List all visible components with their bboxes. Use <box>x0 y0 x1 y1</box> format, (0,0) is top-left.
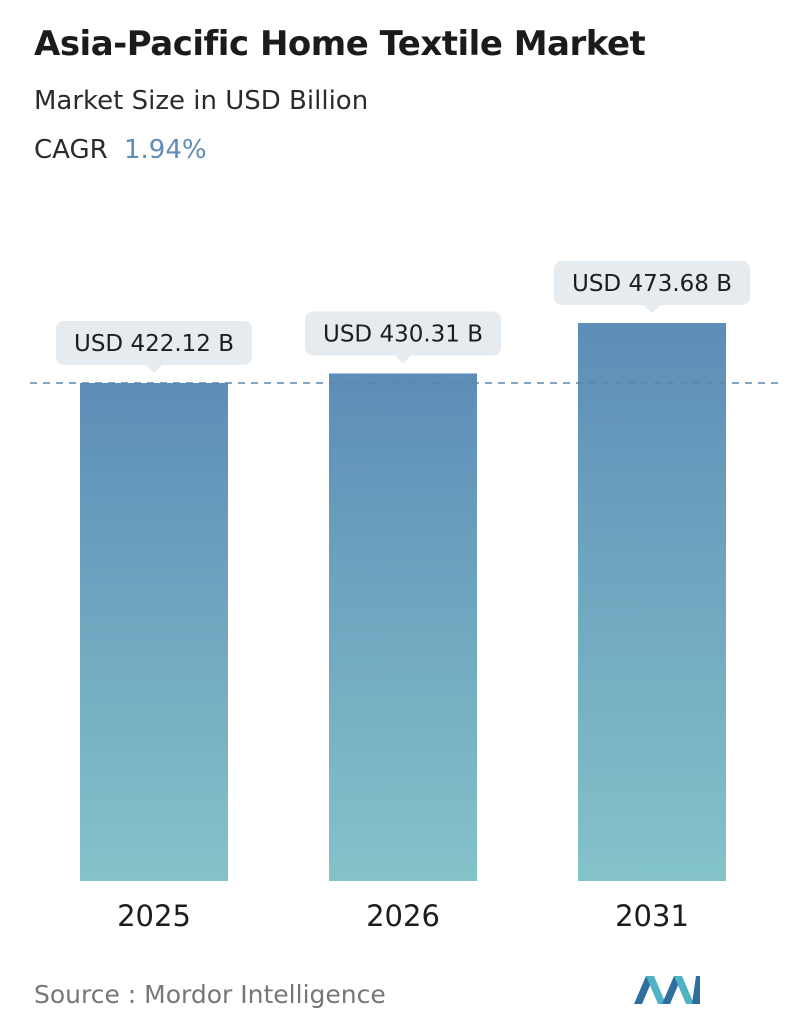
value-label-bubble <box>56 321 252 365</box>
value-label-2031: USD 473.68 B <box>554 261 750 313</box>
mordor-intelligence-logo <box>634 976 700 1004</box>
value-label-pointer <box>395 355 411 364</box>
value-label-2025: USD 422.12 B <box>56 321 252 373</box>
x-tick-label-2026: 2026 <box>366 899 440 933</box>
value-label-text: USD 473.68 B <box>572 271 732 297</box>
value-label-2026: USD 430.31 B <box>305 311 501 364</box>
value-label-pointer <box>146 365 162 373</box>
cagr-label: CAGR <box>34 135 108 165</box>
cagr-value: 1.94% <box>123 135 207 165</box>
chart-subtitle: Market Size in USD Billion <box>34 86 369 116</box>
x-tick-label-2031: 2031 <box>615 899 689 933</box>
value-label-pointer <box>644 305 660 313</box>
bar-2025 <box>80 383 228 881</box>
value-label-bubble <box>305 311 501 356</box>
value-label-bubble <box>554 261 750 305</box>
source-text: Source : Mordor Intelligence <box>34 980 386 1009</box>
bar-2026 <box>329 373 477 881</box>
value-label-text: USD 430.31 B <box>323 321 483 347</box>
cagr-row: CAGR 1.94% <box>34 135 207 165</box>
x-tick-label-2025: 2025 <box>117 899 191 933</box>
value-label-text: USD 422.12 B <box>74 331 234 357</box>
chart-title: Asia-Pacific Home Textile Market <box>34 24 646 64</box>
bar-2031 <box>578 323 726 881</box>
